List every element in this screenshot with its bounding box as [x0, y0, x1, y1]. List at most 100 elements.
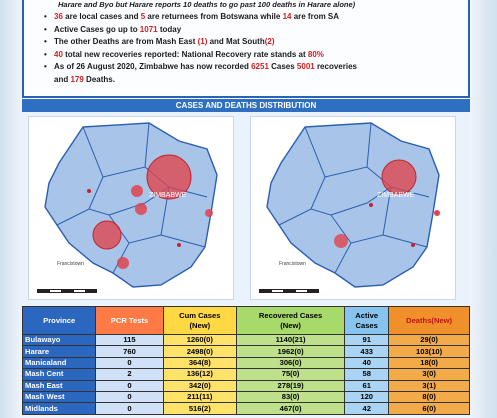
table-cell: 364(8) — [162, 356, 238, 370]
summary-text: The other Deaths are from Mash East — [54, 37, 198, 47]
deaths-map-scale — [259, 289, 319, 293]
summary-text: and — [54, 74, 71, 84]
summary-text: Deaths. — [83, 74, 115, 84]
summary-italic-line: Harare and Byo but Harare reports 10 dea… — [58, 0, 356, 9]
deaths-map-graphic: ZIMBABWE Francistown — [266, 122, 440, 288]
table-cell: 6(0) — [388, 402, 470, 415]
table-cell-province: Manicaland — [21, 356, 97, 370]
summary-bullet: As of 26 August 2020, Zimbabwe has now r… — [44, 61, 462, 74]
table-cell: 1260(0) — [162, 333, 238, 347]
summary-text: total new recoveries reported: National … — [62, 49, 308, 59]
table-cell-province: Mash East — [21, 379, 97, 392]
table-header-text: Deaths(New) — [406, 315, 453, 325]
table-cell: 120 — [344, 390, 390, 404]
table-cell: 103(10) — [388, 345, 470, 358]
summary-text: are from SA — [291, 12, 340, 21]
table-cell: 467(0) — [235, 402, 346, 415]
table-cell-province: Mash Cent — [21, 368, 97, 381]
table-row: Midlands 0 516(2) 467(0) 42 6(0) — [21, 402, 470, 415]
table-cell: 2498(0) — [162, 345, 238, 358]
summary-text: are local cases and — [62, 12, 141, 21]
table-cell: 91 — [344, 333, 390, 347]
table-cell: 58 — [344, 368, 390, 381]
table-cell: 75(0) — [235, 368, 346, 381]
table-cell: 516(2) — [162, 402, 238, 415]
table-cell: 136(12) — [162, 368, 238, 381]
table-header-cell: Recovered Cases (New) — [235, 306, 346, 335]
table-header-text: Cum Cases — [179, 310, 221, 320]
summary-bullet: Active Cases go up to 1071 today — [44, 24, 462, 37]
summary-bullet: 36 are local cases and 5 are returnees f… — [44, 11, 462, 24]
summary-bullet: The other Deaths are from Mash East (1) … — [44, 36, 462, 49]
table-header-cell: Active Cases — [344, 306, 390, 335]
table-header-cell: Cum Cases (New) — [162, 306, 238, 335]
table-cell: 1140(21) — [235, 333, 346, 347]
table-header-text: Recovered Cases — [258, 310, 323, 320]
table-cell: 29(0) — [388, 333, 470, 347]
table-header-text: Active — [355, 310, 379, 320]
table-cell-province: Harare — [21, 345, 97, 358]
table-header-text: PCR Tests — [110, 315, 149, 325]
table-cell: 115 — [95, 333, 164, 347]
cases-map-graphic: ZIMBABWE Francistown — [44, 122, 218, 288]
deaths-map-country-label: ZIMBABWE — [377, 192, 415, 199]
summary-figure: 80% — [307, 49, 324, 59]
table-cell: 0 — [95, 356, 164, 370]
table-row: Harare 760 2498(0) 1962(0) 433 103(10) — [21, 345, 470, 358]
table-row: Mash Cent 2 136(12) 75(0) 58 3(0) — [21, 368, 470, 381]
summary-text: are returnees from Botswana while — [145, 12, 283, 21]
table-cell: 18(0) — [388, 356, 470, 370]
province-table: Province PCR Tests Cum Cases (New) Recovered… — [21, 306, 470, 415]
summary-figure: 1071 — [139, 24, 158, 34]
maps-area: ZIMBABWE Francistown ZIMBABWE Francistow… — [22, 112, 470, 304]
table-cell: 40 — [344, 356, 390, 370]
table-header-row: Province PCR Tests Cum Cases (New) Recovered… — [21, 306, 470, 335]
left-edge-shade — [0, 0, 22, 418]
table-cell-province: Mash West — [21, 390, 97, 404]
section-title: CASES AND DEATHS DISTRIBUTION — [22, 98, 470, 113]
summary-bullet: 40 total new recoveries reported: Nation… — [44, 49, 462, 62]
table-cell: 0 — [95, 390, 164, 404]
deaths-map-city-label: Francistown — [279, 261, 306, 267]
summary-figure: 179 — [70, 74, 84, 84]
table-cell: 3(1) — [388, 379, 470, 392]
summary-figure: 5001 — [296, 62, 315, 72]
cases-map: ZIMBABWE Francistown — [28, 116, 234, 300]
summary-figure: 6251 — [251, 62, 269, 72]
summary-text: today — [157, 24, 182, 34]
table-header-cell: Deaths(New) — [388, 306, 470, 335]
table-cell: 211(11) — [162, 390, 238, 404]
table-cell: 2 — [95, 368, 164, 381]
table-cell: 433 — [344, 345, 390, 358]
table-cell: 8(0) — [388, 390, 470, 404]
summary-text: and Mat South — [207, 37, 265, 47]
summary-text: Active Cases go up to — [54, 24, 140, 34]
table-cell: 1962(0) — [235, 345, 346, 358]
summary-figure: 36 — [54, 12, 63, 21]
right-edge-shade — [470, 0, 497, 418]
summary-panel: Harare and Byo but Harare reports 10 dea… — [22, 0, 470, 98]
table-header-text: (New) — [189, 320, 211, 330]
summary-figure: (1) — [197, 37, 208, 47]
summary-text: As of 26 August 2020, Zimbabwe has now r… — [54, 62, 252, 72]
table-cell: 83(0) — [235, 390, 346, 404]
table-cell: 0 — [95, 402, 164, 415]
table-cell: 3(0) — [388, 368, 470, 381]
cases-map-country-label: ZIMBABWE — [149, 192, 187, 199]
deaths-map: ZIMBABWE Francistown — [250, 116, 456, 300]
table-cell: 342(0) — [162, 379, 238, 392]
table-row: Bulawayo 115 1260(0) 1140(21) 91 29(0) — [21, 333, 470, 347]
summary-bullet: and 179 Deaths. — [54, 74, 462, 87]
table-cell: 42 — [344, 402, 390, 415]
table-cell: 760 — [95, 345, 164, 358]
table-row: Mash West 0 211(11) 83(0) 120 8(0) — [21, 390, 470, 404]
table-cell-province: Bulawayo — [21, 333, 97, 347]
table-row: Manicaland 0 364(8) 306(0) 40 18(0) — [21, 356, 470, 370]
summary-figure: 5 — [140, 12, 146, 21]
table-row: Mash East 0 342(0) 278(19) 61 3(1) — [21, 379, 470, 392]
table-cell: 278(19) — [235, 379, 346, 392]
table-cell-province: Midlands — [21, 402, 97, 415]
summary-text: Cases — [268, 62, 297, 72]
table-header-text: (New) — [280, 320, 301, 330]
